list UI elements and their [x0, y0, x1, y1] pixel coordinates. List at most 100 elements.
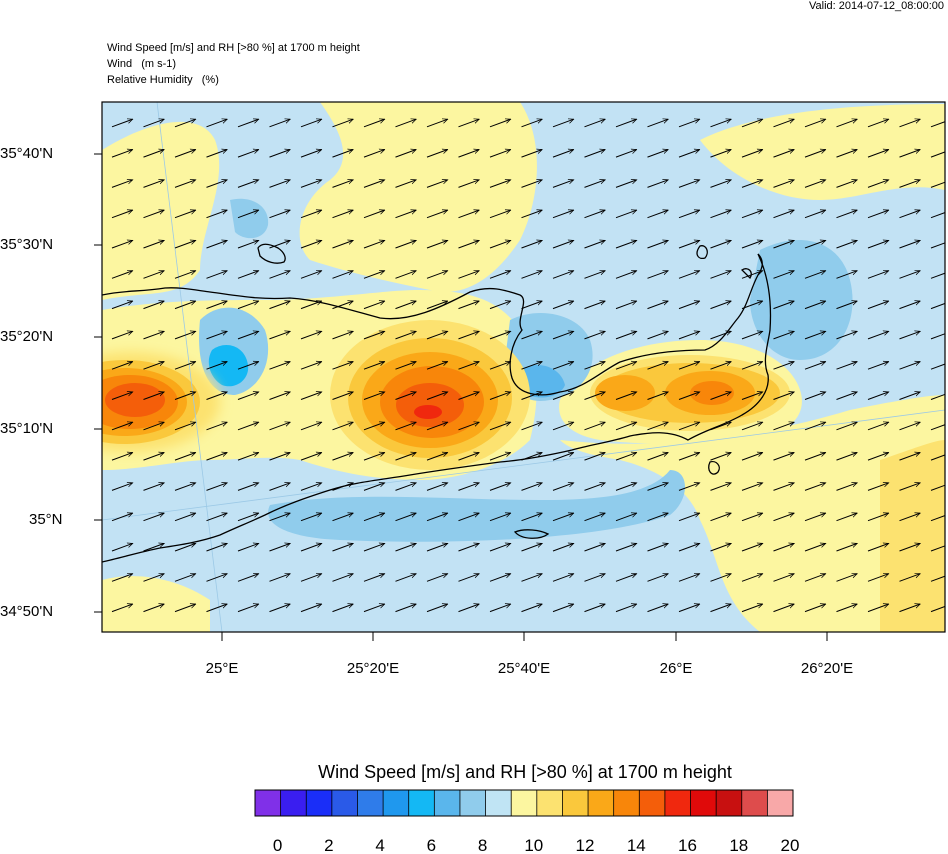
wind-arrow	[489, 240, 511, 249]
wind-arrow	[552, 180, 574, 188]
wind-arrow	[804, 331, 826, 340]
wind-arrow	[426, 483, 448, 491]
header-line-2: Wind (m s-1)	[107, 58, 177, 70]
wind-arrow	[174, 422, 196, 431]
wind-arrow	[678, 483, 700, 491]
wind-arrow	[710, 543, 732, 552]
wind-arrow	[773, 119, 795, 128]
wind-arrow	[930, 545, 945, 552]
wind-arrow	[300, 422, 322, 431]
wind-arrow	[300, 574, 322, 582]
wind-arrow	[174, 543, 196, 552]
wind-arrow	[741, 362, 763, 370]
wind-arrow	[584, 119, 606, 128]
colorbar-swatch	[306, 790, 333, 816]
wind-arrow	[584, 513, 606, 522]
wind-arrow	[710, 422, 732, 431]
colorbar-label: 14	[626, 836, 646, 854]
wind-arrow	[111, 301, 133, 310]
wind-arrow	[710, 453, 732, 461]
wind-arrow	[836, 483, 858, 491]
wind-arrow	[174, 240, 196, 249]
colorbar	[254, 789, 794, 817]
wind-arrow	[899, 574, 921, 582]
wind-arrow	[867, 483, 889, 491]
lat-label: 35°10'N	[0, 420, 54, 437]
wind-arrow	[111, 543, 133, 552]
wind-arrow	[647, 150, 669, 158]
wind-arrow	[237, 453, 259, 461]
wind-arrow	[867, 150, 889, 158]
wind-arrow	[867, 362, 889, 370]
wind-arrow	[269, 362, 291, 370]
wind-arrow	[300, 392, 322, 400]
wind-arrow	[426, 240, 448, 249]
wind-arrow	[552, 543, 574, 552]
wind-arrow	[804, 453, 826, 461]
wind-arrow	[489, 453, 511, 461]
wind-arrow	[584, 240, 606, 249]
wind-arrow	[678, 604, 700, 613]
colorbar-frame	[254, 789, 794, 817]
wind-arrow	[584, 604, 606, 613]
wind-arrow	[521, 574, 543, 582]
wind-arrow	[773, 574, 795, 582]
wind-arrow	[930, 454, 945, 461]
wind-arrow	[300, 604, 322, 613]
wind-arrow	[206, 331, 228, 340]
wind-arrow	[899, 119, 921, 128]
wind-arrow	[395, 240, 417, 249]
wind-arrow	[237, 331, 259, 340]
wind-arrow	[836, 392, 858, 400]
wind-arrow	[111, 150, 133, 158]
graticule	[102, 102, 945, 632]
wind-arrow	[899, 180, 921, 188]
wind-arrow	[615, 301, 637, 310]
colorbar-swatch	[280, 790, 307, 816]
wind-arrow	[710, 210, 732, 219]
wind-arrow	[584, 301, 606, 310]
wind-arrow	[237, 271, 259, 279]
colorbar-label: 0	[272, 836, 283, 854]
wind-arrow	[615, 392, 637, 400]
wind-arrow	[489, 150, 511, 158]
colorbar-swatch	[639, 790, 666, 816]
wind-arrow	[269, 271, 291, 279]
lon-label: 25°20'E	[346, 660, 400, 677]
wind-arrow	[773, 210, 795, 219]
wind-arrow	[930, 121, 945, 128]
wind-arrow	[458, 362, 480, 370]
wind-arrow	[426, 604, 448, 613]
wind-arrow	[930, 242, 945, 249]
wind-arrow	[584, 392, 606, 400]
wind-arrow	[773, 483, 795, 491]
wind-arrow	[552, 453, 574, 461]
wind-arrow	[426, 180, 448, 188]
wind-arrow	[269, 210, 291, 219]
wind-arrow	[647, 483, 669, 491]
wind-arrow	[111, 271, 133, 279]
wind-arrow	[206, 422, 228, 431]
wind-arrow	[615, 453, 637, 461]
wind-arrow	[174, 513, 196, 522]
header-line-1: Wind Speed [m/s] and RH [>80 %] at 1700 …	[107, 42, 360, 54]
wind-arrow	[615, 271, 637, 279]
wind-arrow	[143, 513, 165, 522]
wind-arrow	[111, 574, 133, 582]
wind-arrow	[899, 150, 921, 158]
wind-arrow	[237, 301, 259, 310]
wind-arrow	[521, 271, 543, 279]
wind-arrow	[206, 180, 228, 188]
wind-arrow	[615, 604, 637, 613]
wind-arrow	[552, 513, 574, 522]
wind-arrow	[647, 271, 669, 279]
colorbar-label: 8	[477, 836, 488, 854]
wind-arrow	[237, 119, 259, 128]
wind-arrow	[237, 362, 259, 370]
wind-arrow	[804, 180, 826, 188]
colorbar-swatch	[767, 790, 794, 816]
wind-arrow	[773, 543, 795, 552]
wind-arrow	[395, 513, 417, 522]
wind-arrow	[521, 453, 543, 461]
wind-arrow	[206, 271, 228, 279]
